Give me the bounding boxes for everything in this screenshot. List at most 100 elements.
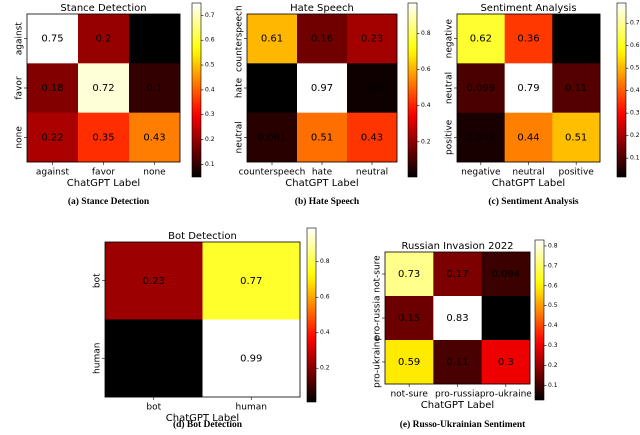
cell-label: 0.44 <box>517 132 539 143</box>
colorbar-tick-label: 0.8 <box>320 258 330 265</box>
y-tick-label: positive <box>445 119 455 155</box>
x-tick-label: none <box>143 168 166 178</box>
colorbar-tick-label: 0.8 <box>548 242 558 249</box>
cell-label: 0.43 <box>143 132 165 143</box>
cell-label: 0.77 <box>240 276 262 287</box>
colorbar-tick-label: 0.3 <box>630 110 640 117</box>
y-tick-label: hate <box>235 77 245 98</box>
cell-label: 0.2 <box>96 34 112 45</box>
heatmap-cell <box>129 63 181 113</box>
colorbar-tick-label: 0.4 <box>548 322 558 329</box>
y-tick-label: pro-russia <box>373 296 383 341</box>
y-tick-label: neutral <box>235 121 245 153</box>
colorbar-tick-label: 0.2 <box>630 132 640 139</box>
cell-label: 0.35 <box>92 132 114 143</box>
heatmap-cell <box>504 112 553 163</box>
heatmap-cell <box>481 252 531 297</box>
x-tick-label: hate <box>312 168 333 178</box>
colorbar-tick-label: 0.1 <box>630 155 640 162</box>
x-axis-label: ChatGPT Label <box>285 178 358 189</box>
cell-label: 0.23 <box>361 34 383 45</box>
cell-label: 0.36 <box>517 34 539 45</box>
x-axis-label: ChatGPT Label <box>166 413 239 424</box>
heatmap-cell <box>105 319 203 398</box>
chart-title: Bot Detection <box>168 231 237 242</box>
y-tick-label: not-sure <box>373 255 383 293</box>
cell-label: 0.11 <box>446 357 468 368</box>
plot-frame <box>104 241 301 398</box>
y-tick-label: favor <box>15 76 25 100</box>
x-tick-label: not-sure <box>390 390 428 400</box>
chart-title: Sentiment Analysis <box>480 3 576 14</box>
caption: (c) Sentiment Analysis <box>488 196 579 207</box>
heatmap-cell <box>297 63 348 113</box>
x-tick-label: against <box>36 168 70 178</box>
colorbar-tick-label: 0.6 <box>320 294 330 301</box>
chart-title: Stance Detection <box>60 3 146 14</box>
cell-label: 0.51 <box>565 132 587 143</box>
cell-label: 0.1 <box>147 83 163 94</box>
heatmap-panel: Sentiment Analysis 0.62 0.36 0.016 0.099 0.79… <box>445 2 640 207</box>
chart-title: Russian Invasion 2022 <box>401 241 513 252</box>
cell-label: 0.97 <box>311 83 333 94</box>
caption: (a) Stance Detection <box>68 196 150 207</box>
colorbar-tick-label: 0.3 <box>548 342 558 349</box>
cell-label: 0.62 <box>470 34 492 45</box>
cell-label: 0.3 <box>498 357 514 368</box>
cell-label: 0.22 <box>41 132 63 143</box>
heatmap-cell <box>297 14 348 64</box>
cell-label: 0.72 <box>92 83 114 94</box>
heatmap-cell <box>457 14 505 64</box>
heatmap-panel: Bot Detection 0.23 0.77 0.0098 0.99 bot human b… <box>93 227 330 430</box>
colorbar-tick-label: 0.2 <box>320 365 330 372</box>
x-tick-label: bot <box>146 403 161 413</box>
x-axis-label: ChatGPT Label <box>492 178 565 189</box>
heatmap-cell <box>129 112 181 163</box>
colorbar-tick-label: 0.8 <box>421 30 431 37</box>
cell-label: 0.79 <box>517 83 539 94</box>
y-tick-label: human <box>93 343 103 374</box>
y-tick-label: negative <box>445 19 455 59</box>
colorbar-tick-label: 0.2 <box>205 136 215 143</box>
cell-label: 0.17 <box>446 269 468 280</box>
cell-label: 0.016 <box>562 34 591 45</box>
colorbar-tick-label: 0.2 <box>421 138 431 145</box>
cell-label: 0.18 <box>41 83 63 94</box>
caption: (d) Bot Detection <box>173 419 243 430</box>
heatmap-cell <box>247 14 298 64</box>
cell-label: 0.099 <box>467 83 496 94</box>
heatmap-cell <box>433 252 482 297</box>
heatmap-cell <box>457 112 505 163</box>
colorbar-tick-label: 0.7 <box>630 20 640 27</box>
y-tick-label: against <box>15 22 25 56</box>
heatmap-cell <box>347 14 398 64</box>
x-tick-label: human <box>236 403 267 413</box>
colorbar-tick-label: 0.2 <box>548 362 558 369</box>
colorbar-tick-label: 0.5 <box>205 62 215 69</box>
heatmap-cell <box>105 242 203 320</box>
heatmap-cell <box>78 14 130 64</box>
heatmap-cell <box>347 63 398 113</box>
heatmap-panel: Hate Speech 0.61 0.16 0.23 0.0047 0.97 0.026 0.… <box>235 2 431 207</box>
colorbar-tick-label: 0.7 <box>205 12 215 19</box>
cell-label: 0.0047 <box>255 83 290 94</box>
x-tick-label: positive <box>559 168 595 178</box>
heatmap-cell <box>202 242 301 320</box>
colorbar-tick-label: 0.4 <box>320 329 330 336</box>
cell-label: 0.61 <box>261 34 283 45</box>
colorbar-tick-label: 0.4 <box>421 102 431 109</box>
cell-label: 0.026 <box>358 83 387 94</box>
x-tick-label: neutral <box>356 168 388 178</box>
colorbar-tick-label: 0.1 <box>205 161 215 168</box>
heatmap-cell <box>552 14 601 64</box>
colorbar <box>191 2 202 178</box>
cell-label: 0.99 <box>240 353 262 364</box>
x-tick-label: counterspeech <box>239 168 306 178</box>
x-tick-label: pro-russia <box>435 390 480 400</box>
heatmap-cell <box>202 319 301 398</box>
cell-label: 0.23 <box>143 276 165 287</box>
cell-label: 0.094 <box>492 269 521 280</box>
x-tick-label: negative <box>461 168 501 178</box>
colorbar-tick-label: 0.5 <box>548 302 558 309</box>
